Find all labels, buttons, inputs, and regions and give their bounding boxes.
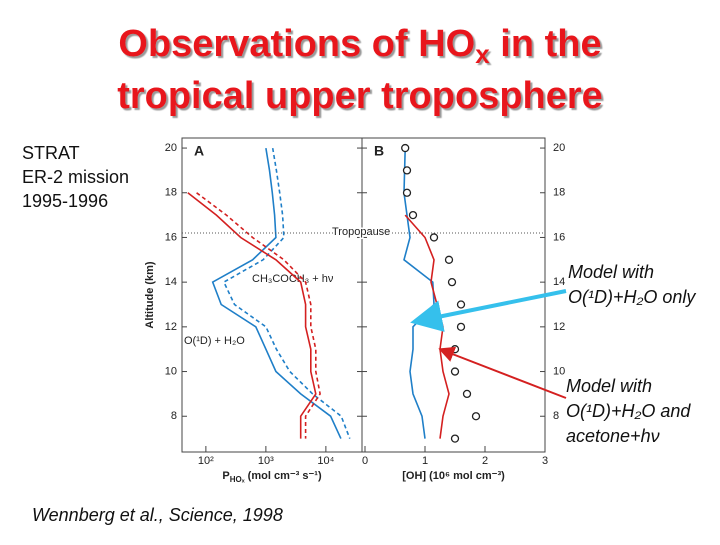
note: Model with — [568, 262, 654, 282]
y-tick-label: 14 — [165, 276, 177, 288]
x-tick-label: 10³ — [258, 455, 274, 467]
y-tick-label: 18 — [165, 187, 177, 199]
y-tick-label: 18 — [553, 187, 565, 199]
annotation: CH₃COCH₃ + hν — [252, 273, 334, 285]
citation: Wennberg et al., Science, 1998 — [32, 505, 283, 525]
x-tick-label: 10⁴ — [317, 455, 334, 467]
profile-line — [404, 214, 450, 439]
title-sub: x — [475, 39, 490, 69]
x-tick-label: 10² — [198, 455, 214, 467]
note: Model with — [566, 376, 652, 396]
observation — [456, 300, 466, 309]
y-tick-label: 8 — [171, 410, 177, 422]
x-axis-label: PHOₓ (mol cm⁻³ s⁻¹) — [222, 470, 322, 484]
x-axis-label: P — [222, 470, 229, 482]
profile-line — [196, 192, 321, 439]
y-tick-label: 10 — [553, 365, 565, 377]
x-tick-label: 0 — [362, 455, 368, 467]
y-tick-label: 8 — [553, 410, 559, 422]
observation — [402, 188, 412, 197]
y-tick-label: 10 — [165, 365, 177, 377]
observation — [450, 367, 460, 376]
observation — [444, 255, 454, 264]
x-tick-label: 2 — [482, 455, 488, 467]
x-tick-label: 1 — [422, 455, 428, 467]
tropopause-label: Tropopause — [332, 226, 390, 238]
observation — [402, 166, 412, 175]
panel-label: B — [374, 143, 384, 159]
x-tick-label: 3 — [542, 455, 548, 467]
observation — [450, 434, 460, 443]
title: Observations of HOx in the — [118, 23, 601, 69]
mission: ER-2 mission — [22, 167, 129, 187]
note: O(¹D)+H₂O and — [566, 401, 691, 421]
title: tropical upper troposphere — [117, 75, 603, 117]
y-tick-label: 20 — [553, 142, 565, 154]
x-axis-label: (mol cm⁻³ s⁻¹) — [245, 470, 322, 482]
title-text: in the — [490, 23, 602, 65]
observation — [462, 389, 472, 399]
arrow — [438, 346, 567, 399]
y-tick-label: 16 — [165, 231, 177, 243]
observation — [450, 345, 460, 354]
note: acetone+hν — [566, 426, 660, 446]
note: O(¹D)+H₂O only — [568, 287, 696, 307]
observation — [429, 233, 439, 242]
y-tick-label: 16 — [553, 231, 565, 243]
observation — [408, 210, 418, 220]
y-tick-label: 12 — [165, 321, 177, 333]
plot-frame — [361, 137, 546, 453]
annotation: O(¹D) + H₂O — [184, 335, 245, 347]
profile-line — [211, 147, 342, 439]
mission: 1995-1996 — [22, 191, 108, 211]
panel-label: A — [194, 143, 204, 159]
observation — [401, 143, 410, 153]
x-axis-label: HOₓ — [230, 475, 245, 484]
observation — [471, 412, 481, 421]
mission: STRAT — [22, 143, 80, 163]
y-tick-label: 12 — [553, 321, 565, 333]
profile-line — [187, 192, 317, 439]
profile-line — [222, 147, 351, 439]
y-tick-label: 14 — [553, 276, 565, 288]
y-tick-label: 20 — [165, 142, 177, 154]
x-axis-label: [OH] (10⁶ mol cm⁻³) — [402, 470, 505, 482]
title-text: Observations of HO — [118, 23, 475, 65]
observation — [456, 322, 466, 331]
y-axis-label: Altitude (km) — [144, 261, 156, 329]
arrow — [410, 289, 567, 332]
x-axis-label: [OH] (10⁶ mol cm⁻³) — [402, 470, 505, 482]
observation — [447, 277, 457, 287]
